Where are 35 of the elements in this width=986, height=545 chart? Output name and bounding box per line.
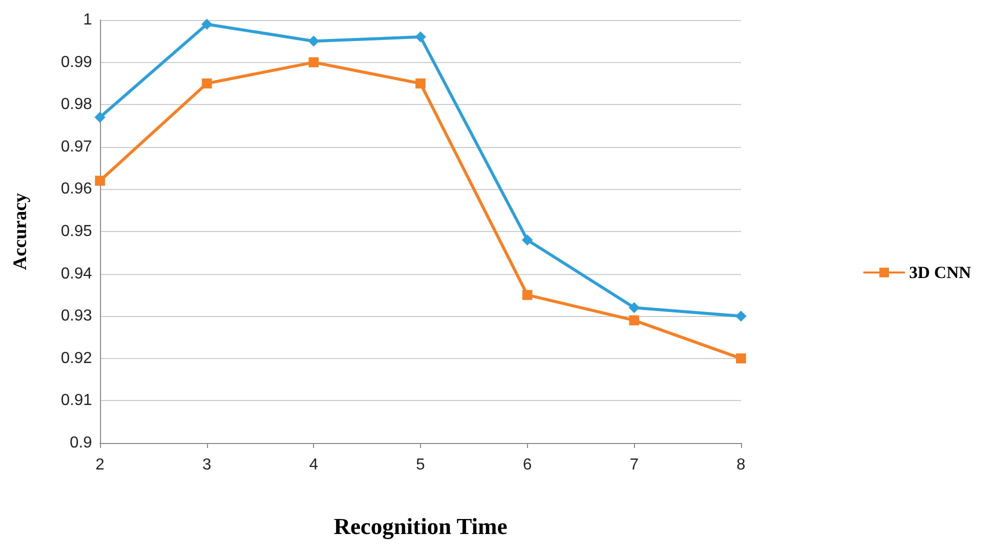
- point: [522, 290, 532, 300]
- x-tick-label: 8: [736, 456, 746, 474]
- point: [736, 353, 746, 364]
- point: [308, 57, 319, 68]
- point: [202, 78, 212, 88]
- y-tick-label: 0.95: [60, 223, 92, 240]
- point: [308, 36, 320, 47]
- y-tick-label: 0.94: [60, 265, 92, 282]
- x-tick-label: 2: [96, 456, 105, 474]
- y-tick-label: 0.91: [60, 392, 92, 410]
- x-tick-label: 3: [202, 456, 212, 474]
- point: [94, 112, 106, 123]
- y-tick-label: 0.92: [60, 350, 92, 367]
- y-tick-label: 0.93: [60, 308, 92, 325]
- point: [736, 310, 746, 322]
- y-axis-title: Accuracy: [10, 192, 31, 270]
- point: [629, 315, 640, 326]
- y-tick-label: 0.9: [70, 434, 92, 452]
- y-tick-label: 0.99: [60, 54, 92, 71]
- point: [628, 302, 640, 314]
- x-tick-label: 5: [416, 456, 426, 474]
- x-tick-label: 6: [522, 456, 532, 474]
- x-tick-label: 7: [630, 456, 639, 474]
- x-axis-title: Recognition Time: [334, 514, 508, 540]
- point: [522, 234, 533, 246]
- x-tick-label: 4: [309, 456, 318, 474]
- y-tick-label: 1: [83, 12, 92, 28]
- point: [416, 78, 426, 88]
- y-tick-label: 0.97: [60, 138, 92, 156]
- point: [415, 31, 426, 42]
- legend-label: 3D CNN: [909, 263, 972, 282]
- y-tick-label: 0.98: [60, 96, 92, 114]
- point: [201, 18, 212, 30]
- point: [95, 176, 105, 186]
- y-tick-label: 0.96: [60, 180, 92, 198]
